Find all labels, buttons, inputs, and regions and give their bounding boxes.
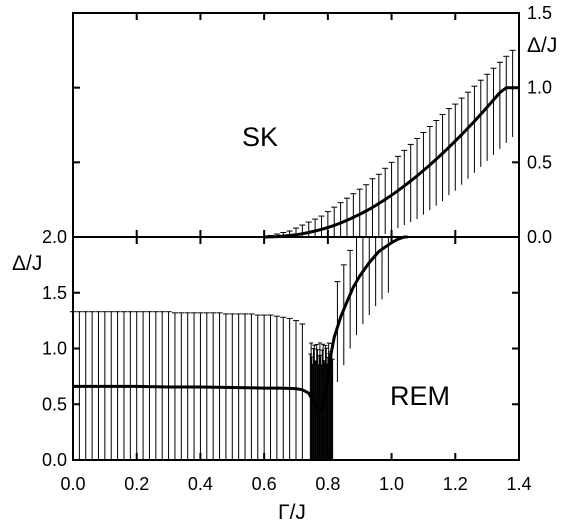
top-errorbar [420, 131, 427, 215]
top-errorbar [331, 206, 338, 237]
top-errorbar [503, 55, 510, 143]
bottom-plot-frame [72, 236, 520, 461]
top-errorbar [496, 61, 503, 149]
top-errorbar [465, 91, 472, 179]
bottom-rising-errorbar [359, 236, 366, 324]
top-errorbar [312, 218, 319, 237]
bottom-dense-errorbar [314, 343, 319, 460]
x-tick-label: 0.8 [315, 474, 340, 494]
top-errorbar [471, 85, 478, 173]
bottom-y-tick-label: 1.0 [42, 339, 67, 359]
top-errorbar [343, 197, 350, 237]
bottom-rising-errorbar [372, 236, 379, 307]
x-tick-label: 1.2 [443, 474, 468, 494]
top-right-tick-labels: 0.0 0.5 1.0 1.5 [527, 3, 552, 247]
bottom-panel-label: REM [390, 381, 450, 411]
top-panel: 0.0 0.5 1.0 1.5 SK Δ/J [72, 3, 557, 247]
top-errorbar [375, 173, 382, 237]
bottom-dense-errorbar [324, 347, 329, 460]
top-y-tick-label: 0.0 [527, 227, 552, 247]
x-tick-label: 0.6 [252, 474, 277, 494]
top-errorbar [426, 125, 433, 211]
top-curve [264, 86, 519, 239]
x-axis-title: Γ/J [278, 501, 306, 524]
top-errorbar [490, 67, 497, 155]
top-panel-label: SK [242, 122, 278, 152]
bottom-rising-errorbar [347, 249, 354, 349]
top-y-tick-label: 1.0 [527, 78, 552, 98]
bottom-dense-errorbar [309, 342, 314, 460]
top-errorbar [458, 97, 465, 185]
top-plot-frame [72, 12, 520, 238]
top-errorbar [452, 103, 459, 191]
top-errorbar [407, 143, 414, 223]
top-y-tick-label: 1.5 [527, 3, 552, 23]
bottom-panel: 0.0 0.5 1.0 1.5 2.0 0.0 0.2 0.4 0.6 0.8 1.0 1.2 1.4… [12, 227, 532, 524]
x-tick-label: 1.4 [506, 474, 531, 494]
top-errorbar [484, 73, 491, 161]
x-tick-label: 0.2 [124, 474, 149, 494]
top-errorbar [433, 120, 440, 206]
top-y-tick-label: 0.5 [527, 152, 552, 172]
bottom-y-tick-label: 0.0 [42, 450, 67, 470]
bottom-dense-errorbar [317, 342, 322, 460]
top-errorbar [509, 49, 516, 137]
bottom-y-tick-label: 2.0 [42, 227, 67, 247]
bottom-rising-errorbar [366, 236, 373, 316]
bottom-y-tick-label: 0.5 [42, 394, 67, 414]
bottom-left-tick-labels: 0.0 0.5 1.0 1.5 2.0 [42, 227, 67, 470]
bottom-dense-errorbar [315, 349, 320, 460]
bottom-y-axis-title: Δ/J [12, 252, 42, 275]
top-errorbar [305, 221, 312, 237]
bottom-rising-errorbar [340, 264, 347, 366]
bottom-curve [73, 235, 408, 412]
x-tick-label: 0.4 [188, 474, 213, 494]
top-errorbar [337, 202, 344, 237]
top-errorbar [350, 193, 357, 237]
x-tick-label: 1.0 [379, 474, 404, 494]
top-errorbars [267, 49, 516, 237]
bottom-errorbars [70, 236, 392, 460]
top-errorbar [477, 79, 484, 167]
x-tick-label: 0.0 [60, 474, 85, 494]
bottom-dense-errorbar [308, 353, 313, 460]
bottom-plateau-errorbar [299, 323, 306, 460]
top-errorbar [318, 215, 325, 237]
top-errorbar [414, 137, 421, 220]
top-ticks [72, 12, 520, 238]
bottom-plateau-errorbar [293, 320, 299, 460]
x-tick-labels: 0.0 0.2 0.4 0.6 0.8 1.0 1.2 1.4 [60, 474, 531, 494]
top-errorbar [445, 108, 452, 196]
bottom-y-tick-label: 1.5 [42, 283, 67, 303]
top-y-axis-title: Δ/J [527, 34, 557, 57]
top-errorbar [439, 114, 446, 202]
